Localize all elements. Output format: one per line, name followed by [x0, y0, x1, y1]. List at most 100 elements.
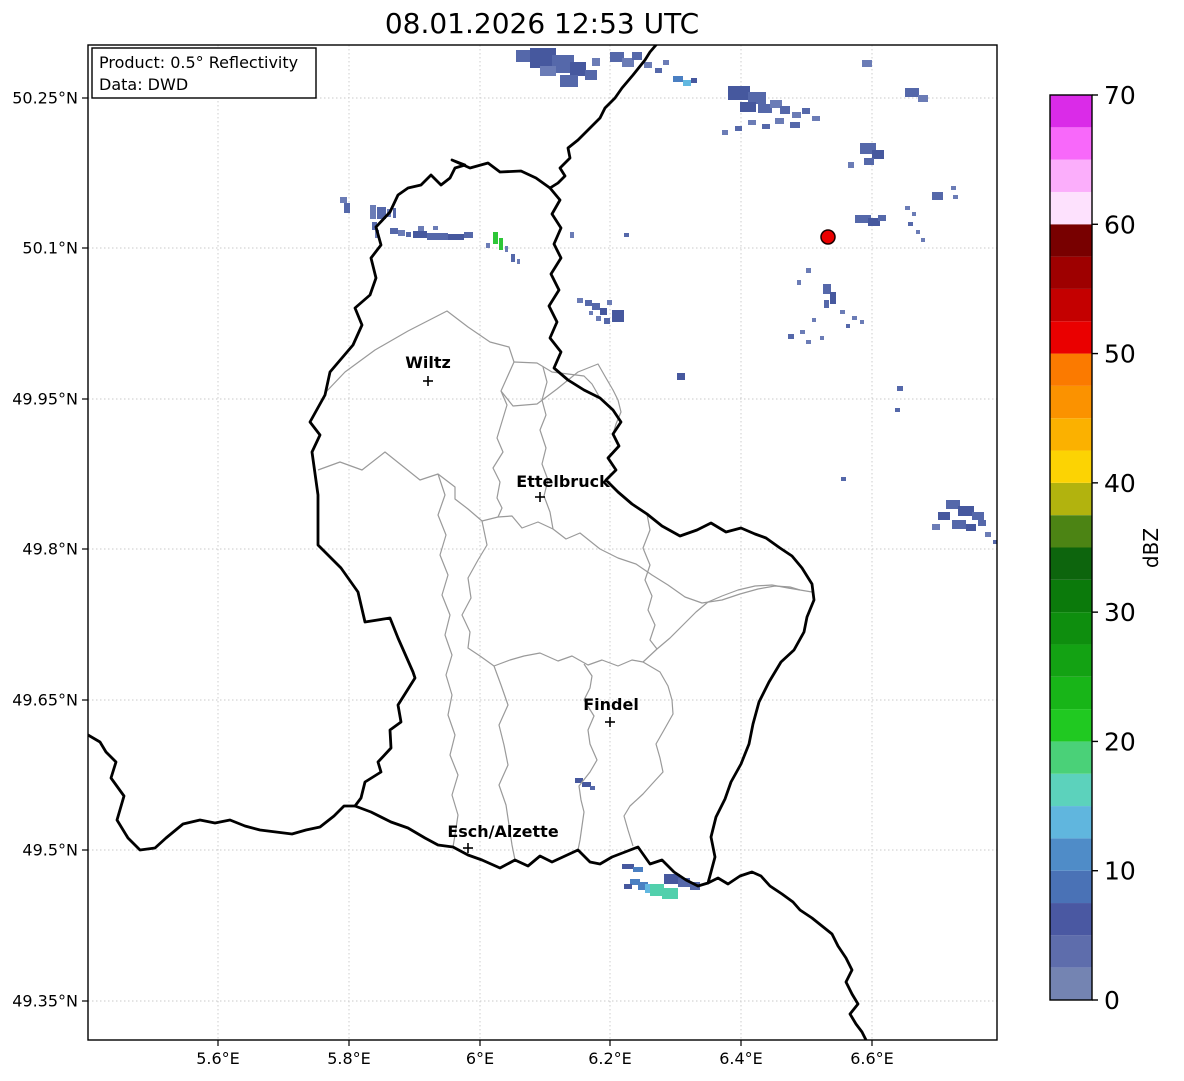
echo-cell [800, 330, 805, 334]
echo-cell [607, 300, 612, 305]
echo-cell [655, 68, 662, 73]
y-tick-label: 50.1°N [22, 239, 78, 258]
echo-cell [916, 230, 920, 234]
echo-cell [493, 232, 498, 244]
echo-cell [748, 120, 756, 125]
echo-cell [517, 259, 520, 264]
echo-cell [677, 373, 685, 380]
axis-ticks: 5.6°E 5.8°E 6°E 6.2°E 6.4°E 6.6°E 50.25°N 50.1°… [12, 89, 894, 1069]
colorbar-segment [1050, 967, 1092, 1000]
plot-frame [87, 44, 998, 1041]
echo-cell [624, 884, 632, 889]
echo-cell [862, 60, 872, 67]
country-border-luxembourg [308, 158, 816, 888]
colorbar-segment [1050, 191, 1092, 225]
echo-cell [868, 218, 880, 226]
district-borders [317, 310, 813, 861]
echo-cell [820, 336, 824, 340]
city-label: Ettelbruck [516, 472, 610, 491]
colorbar-segment [1050, 838, 1092, 871]
echo-cell [872, 150, 884, 159]
colorbar-segment [1050, 935, 1092, 968]
product-info-line2: Data: DWD [99, 75, 188, 94]
echo-cell [622, 58, 634, 67]
echo-cell [722, 130, 728, 135]
echo-cell [762, 124, 770, 129]
echo-cell [908, 222, 913, 226]
echo-cell [393, 208, 396, 218]
echo-cell [413, 231, 427, 238]
echo-cell [802, 108, 810, 114]
echo-cell [918, 95, 928, 102]
colorbar-tick-label: 50 [1104, 340, 1136, 369]
echo-cell [610, 52, 624, 62]
echo-cell [852, 316, 857, 320]
colorbar-tick-label: 70 [1104, 81, 1136, 110]
echo-cell [864, 158, 874, 165]
product-info-line1: Product: 0.5° Reflectivity [99, 53, 298, 72]
x-tick-label: 6.6°E [850, 1049, 894, 1068]
x-tick-label: 6°E [466, 1049, 494, 1068]
echo-cell [638, 882, 648, 890]
echo-cell [540, 66, 556, 76]
echo-cell [985, 532, 991, 537]
echo-cell [921, 238, 925, 242]
echo-cell [582, 782, 591, 787]
echo-cell [770, 100, 782, 108]
echo-cell [912, 212, 916, 216]
colorbar-segment [1050, 644, 1092, 677]
echo-cell [390, 228, 398, 234]
echo-cell [897, 386, 903, 391]
echo-cell [830, 292, 836, 304]
grid-lines [88, 45, 997, 1040]
colorbar-segment [1050, 159, 1092, 192]
colorbar-tick-label: 30 [1104, 598, 1136, 627]
colorbar-segment [1050, 870, 1092, 904]
echo-cell [932, 524, 940, 530]
echo-cell [632, 52, 642, 60]
colorbar-segment [1050, 256, 1092, 289]
radar-echoes [340, 48, 997, 899]
echo-cell [398, 230, 405, 236]
echo-cell [966, 524, 976, 531]
colorbar-segment [1050, 741, 1092, 774]
city-marker [535, 492, 545, 502]
echo-cell [612, 310, 624, 322]
colorbar-segment [1050, 515, 1092, 548]
y-tick-label: 49.95°N [12, 390, 78, 409]
colorbar-segment [1050, 482, 1092, 516]
city-label: Findel [583, 695, 639, 714]
colorbar-segment [1050, 612, 1092, 645]
echo-cell [735, 126, 742, 131]
border-france-belgium [88, 733, 357, 852]
city-label: Wiltz [405, 353, 451, 372]
echo-cell [846, 324, 850, 328]
echo-cell [932, 192, 943, 200]
colorbar-tick-label: 10 [1104, 857, 1136, 886]
echo-cell [516, 50, 534, 62]
echo-cell [585, 70, 597, 80]
echo-cell [790, 122, 800, 128]
city-label: Esch/Alzette [447, 822, 559, 841]
echo-cell [878, 215, 886, 221]
echo-cell [511, 254, 515, 262]
echo-cell [600, 308, 607, 315]
echo-cell [570, 62, 586, 76]
colorbar-segment [1050, 224, 1092, 257]
colorbar-segment [1050, 903, 1092, 936]
x-tick-label: 5.8°E [327, 1049, 371, 1068]
echo-cell [433, 226, 438, 230]
border-belgium-germany [548, 45, 658, 190]
echo-cell [622, 864, 634, 869]
colorbar-frame [1049, 94, 1093, 1001]
colorbar-segment [1050, 95, 1092, 128]
echo-cell [806, 340, 811, 344]
colorbar-segment [1050, 579, 1092, 613]
echo-cell [797, 280, 801, 285]
city-annotations: Wiltz Ettelbruck Findel Esch/Alzette [405, 353, 639, 853]
y-tick-label: 49.35°N [12, 992, 78, 1011]
echo-cell [663, 60, 669, 65]
echo-cell [683, 80, 691, 86]
colorbar-segment [1050, 676, 1092, 710]
